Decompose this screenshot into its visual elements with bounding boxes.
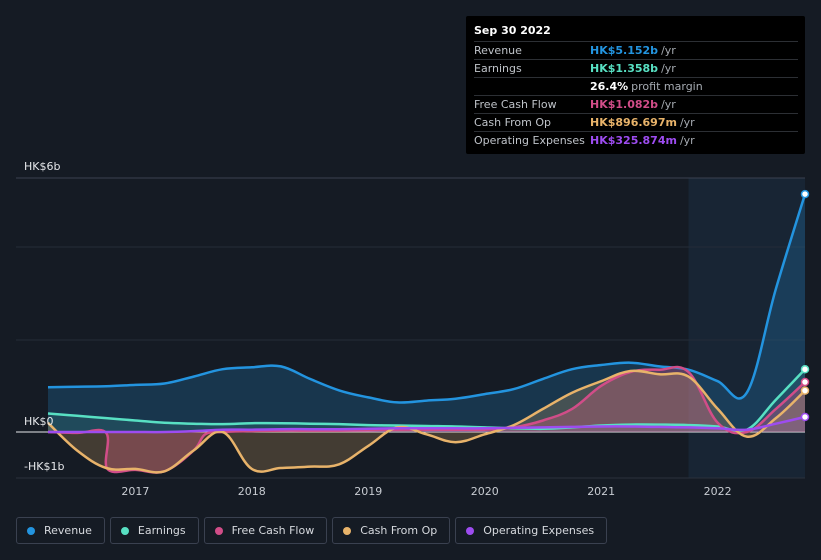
tooltip-row-unit: profit margin: [631, 80, 703, 93]
legend-dot-icon: [214, 526, 223, 535]
tooltip-row-unit: /yr: [661, 98, 676, 111]
legend-label: Free Cash Flow: [231, 524, 315, 537]
earnings-end-point: [800, 365, 810, 374]
tooltip-row-unit: /yr: [661, 44, 676, 57]
legend-dot-icon: [27, 526, 35, 535]
tooltip-row-value: 26.4%: [590, 80, 629, 93]
tooltip-row-value: HK$5.152b: [590, 44, 659, 57]
tooltip-date: Sep 30 2022: [474, 23, 798, 42]
tooltip-row-label: Cash From Op: [474, 116, 552, 129]
x-tick-label: 2019: [354, 485, 382, 498]
tooltip-row: Earnings HK$1.358b/yr: [474, 60, 798, 78]
x-tick-label: 2021: [587, 485, 615, 498]
legend-item-revenue[interactable]: Revenue: [16, 517, 105, 544]
x-tick-label: 2022: [704, 485, 732, 498]
tooltip-row-label: [474, 79, 590, 95]
tooltip-row-value: HK$325.874m: [590, 134, 677, 147]
y-axis-label: -HK$1b: [24, 460, 64, 473]
tooltip-row-label: Operating Expenses: [474, 134, 585, 147]
legend-dot-icon: [466, 526, 475, 535]
x-tick-label: 2018: [238, 485, 266, 498]
tooltip-row: Free Cash Flow HK$1.082b/yr: [474, 96, 798, 114]
earnings-area: [48, 369, 805, 432]
legend-label: Operating Expenses: [483, 524, 595, 537]
tooltip-row-unit: /yr: [661, 62, 676, 75]
operating-expenses-line: [47, 415, 806, 434]
earnings-line: [47, 368, 806, 433]
legend-label: Cash From Op: [360, 524, 438, 537]
series-lines: [47, 193, 807, 474]
legend-item-earnings[interactable]: Earnings: [109, 517, 199, 544]
tooltip-row-label: Revenue: [474, 44, 522, 57]
axis-labels: HK$6b HK$0 -HK$1b 2017 2018 2019 2020 2021 2022: [24, 160, 732, 498]
y-axis-label: HK$0: [24, 415, 53, 428]
revenue-end-point: [800, 189, 810, 199]
legend-dot-icon: [343, 526, 352, 535]
tooltip-row-value: HK$896.697m: [590, 116, 677, 129]
free-cash-flow-end-point: [800, 377, 810, 387]
tooltip-row: Cash From Op HK$896.697m/yr: [474, 114, 798, 132]
legend-label: Earnings: [137, 524, 186, 537]
legend-item-free-cash-flow[interactable]: Free Cash Flow: [203, 517, 328, 544]
cash-from-op-line: [47, 369, 806, 474]
tooltip-row-label: Free Cash Flow: [474, 98, 557, 111]
y-axis-label: HK$6b: [24, 160, 60, 173]
x-tick-label: 2020: [471, 485, 499, 498]
revenue-area: [48, 194, 805, 432]
legend-label: Revenue: [44, 524, 92, 537]
chart-legend: Revenue Earnings Free Cash Flow Cash From O…: [16, 517, 608, 544]
tooltip-row: Revenue HK$5.152b/yr: [474, 42, 798, 60]
operating-expenses-end-point: [800, 412, 810, 422]
tooltip-row-value: HK$1.358b: [590, 62, 659, 75]
series-end-markers: [800, 189, 810, 422]
operating-expenses-area: [48, 416, 805, 433]
tooltip-row-label: Earnings: [474, 62, 522, 75]
cash-from-op-end-point: [800, 386, 810, 395]
legend-item-cash-from-op[interactable]: Cash From Op: [332, 517, 451, 544]
tooltip-row-unit: /yr: [679, 116, 695, 129]
tooltip-row: Operating Expenses HK$325.874m/yr: [474, 132, 798, 149]
tooltip-row-value: HK$1.082b: [590, 98, 659, 111]
legend-item-operating-expenses[interactable]: Operating Expenses: [455, 517, 608, 544]
revenue-line: [47, 193, 807, 404]
data-tooltip: Sep 30 2022 Revenue HK$5.152b/yr Earnings H…: [466, 16, 805, 154]
chart-area: HK$6b HK$0 -HK$1b 2017 2018 2019 2020 2021 2022: [16, 160, 810, 498]
x-tick-label: 2017: [121, 485, 149, 498]
legend-dot-icon: [120, 526, 129, 535]
tooltip-row: 26.4% profit margin: [474, 78, 798, 96]
free-cash-flow-area: [48, 367, 805, 473]
tooltip-row-unit: /yr: [679, 134, 695, 147]
